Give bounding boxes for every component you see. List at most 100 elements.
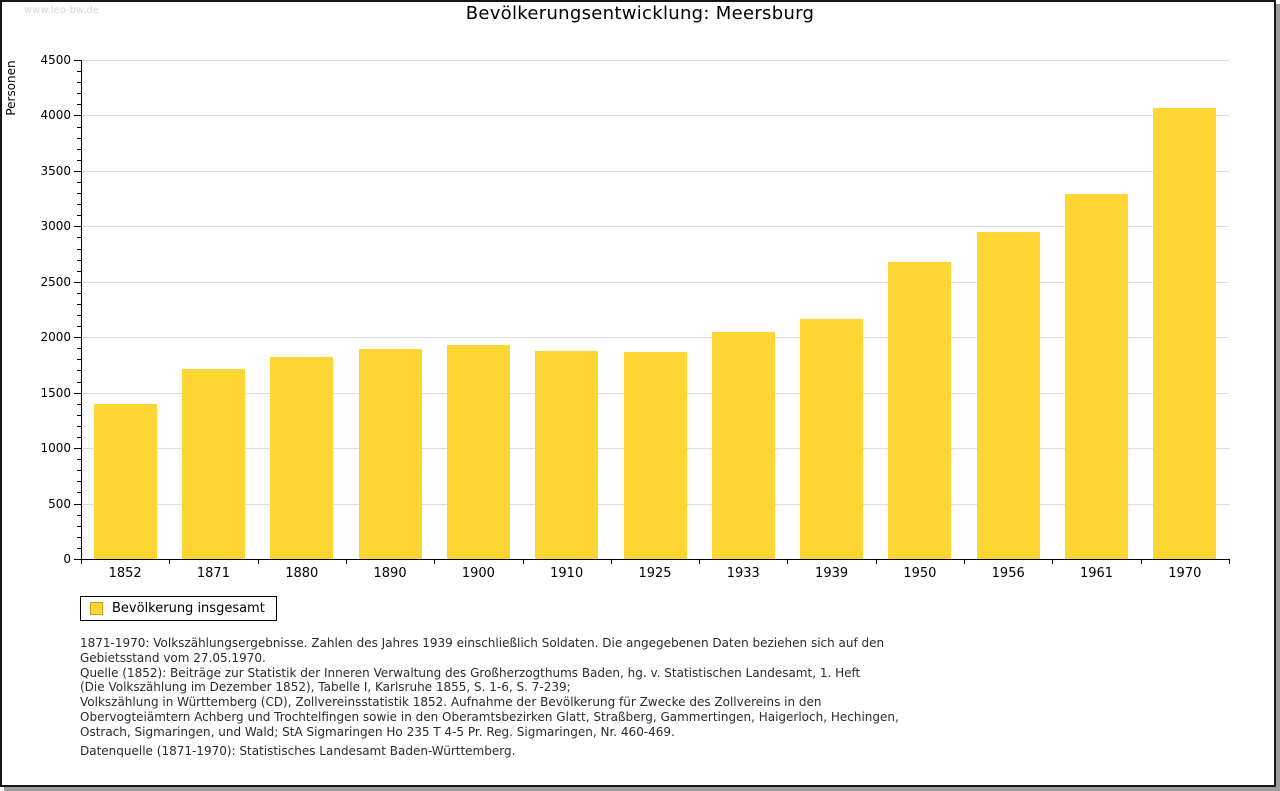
y-tick — [77, 492, 81, 494]
footnote-line: Quelle (1852): Beiträge zur Statistik de… — [80, 665, 861, 680]
y-tick — [77, 126, 81, 128]
footnote-line: Gebietsstand vom 27.05.1970. — [80, 650, 266, 665]
bar-1880 — [270, 357, 334, 559]
bar-1890 — [358, 349, 422, 559]
y-tick — [77, 82, 81, 84]
y-tick — [77, 414, 81, 416]
x-axis-tick — [1229, 559, 1230, 564]
bar-1852 — [93, 404, 157, 559]
y-tick-label: 3500 — [40, 163, 71, 178]
y-tick — [77, 437, 81, 439]
y-tick — [74, 115, 81, 117]
y-tick — [74, 392, 81, 394]
x-axis-tick — [964, 559, 966, 564]
y-tick-label: 1000 — [40, 441, 71, 456]
y-tick — [77, 270, 81, 272]
y-tick — [74, 337, 81, 339]
y-tick — [77, 148, 81, 150]
footnote-line: Obervogteiämtern Achberg und Trochtelfin… — [80, 709, 899, 724]
x-tick-label: 1925 — [638, 566, 672, 581]
gridline — [82, 281, 1229, 283]
y-tick — [77, 481, 81, 483]
x-tick-label: 1871 — [196, 566, 230, 581]
legend-label: Bevölkerung insgesamt — [112, 601, 265, 616]
x-tick-label: 1890 — [373, 566, 407, 581]
y-tick — [74, 170, 81, 172]
bar-1956 — [976, 232, 1040, 559]
y-tick — [74, 559, 81, 560]
bar-1900 — [446, 345, 510, 559]
bar-1961 — [1065, 194, 1129, 559]
footnote-line: Ostrach, Sigmaringen, und Wald; StA Sigm… — [80, 724, 675, 739]
y-tick — [77, 403, 81, 405]
x-tick-label: 1900 — [461, 566, 495, 581]
y-tick — [74, 503, 81, 505]
x-axis-tick — [345, 559, 347, 564]
gridline — [82, 170, 1229, 172]
y-tick-label: 2500 — [40, 274, 71, 289]
y-tick — [77, 181, 81, 183]
bar-1910 — [535, 351, 599, 559]
bar-1933 — [711, 332, 775, 559]
gridline — [82, 226, 1229, 228]
y-tick — [77, 315, 81, 317]
bar-1950 — [888, 262, 952, 559]
y-tick — [77, 259, 81, 261]
y-tick — [77, 204, 81, 206]
y-tick-label: 4500 — [40, 53, 71, 67]
bar-1939 — [800, 319, 864, 559]
y-tick — [77, 248, 81, 250]
y-tick-label: 0 — [63, 552, 71, 566]
legend-swatch-icon — [90, 602, 103, 615]
y-tick — [77, 159, 81, 161]
y-tick-label: 500 — [48, 496, 71, 511]
bar-1970 — [1153, 108, 1217, 559]
legend: Bevölkerung insgesamt — [80, 596, 277, 621]
y-tick — [77, 370, 81, 372]
x-tick-label: 1910 — [550, 566, 584, 581]
x-tick-label: 1880 — [285, 566, 319, 581]
x-axis-tick — [1052, 559, 1054, 564]
gridline — [82, 60, 1229, 61]
datasource-note: Datenquelle (1871-1970): Statistisches L… — [80, 744, 516, 758]
y-tick — [77, 93, 81, 95]
x-axis-tick — [81, 559, 82, 564]
y-tick — [77, 348, 81, 350]
y-tick-label: 4000 — [40, 108, 71, 123]
x-tick-label: 1950 — [903, 566, 937, 581]
x-tick-label: 1970 — [1168, 566, 1202, 581]
y-tick — [77, 470, 81, 472]
footnote-line: 1871-1970: Volkszählungsergebnisse. Zahl… — [80, 636, 885, 650]
y-tick — [74, 281, 81, 283]
x-axis-tick — [169, 559, 171, 564]
y-tick — [74, 60, 81, 61]
x-axis-tick — [257, 559, 259, 564]
x-axis-tick — [787, 559, 789, 564]
y-tick — [77, 459, 81, 461]
x-axis-tick — [875, 559, 877, 564]
y-tick — [77, 514, 81, 516]
bar-1871 — [181, 369, 245, 559]
bar-1925 — [623, 352, 687, 559]
footnote-line: (Die Volkszählung im Dezember 1852), Tab… — [80, 680, 571, 695]
gridline — [82, 115, 1229, 117]
y-tick-label: 1500 — [40, 385, 71, 400]
y-tick — [77, 425, 81, 427]
x-tick-label: 1852 — [108, 566, 142, 581]
x-tick-label: 1961 — [1079, 566, 1114, 581]
y-tick — [77, 193, 81, 195]
plot-area: 0 500 1000 1500 2000 2500 3000 3500 4000 4500 1852… — [40, 53, 1230, 581]
watermark: www.leo-bw.de — [24, 5, 99, 16]
x-axis-tick — [1140, 559, 1142, 564]
x-tick-label: 1939 — [815, 566, 849, 581]
y-tick-label: 2000 — [40, 330, 71, 345]
y-tick — [77, 536, 81, 538]
y-tick — [77, 326, 81, 328]
footnotes: 1871-1970: Volkszählungsergebnisse. Zahl… — [80, 636, 899, 740]
y-tick — [77, 547, 81, 549]
x-axis-tick — [699, 559, 701, 564]
y-tick-label: 3000 — [40, 219, 71, 234]
y-tick — [77, 104, 81, 106]
